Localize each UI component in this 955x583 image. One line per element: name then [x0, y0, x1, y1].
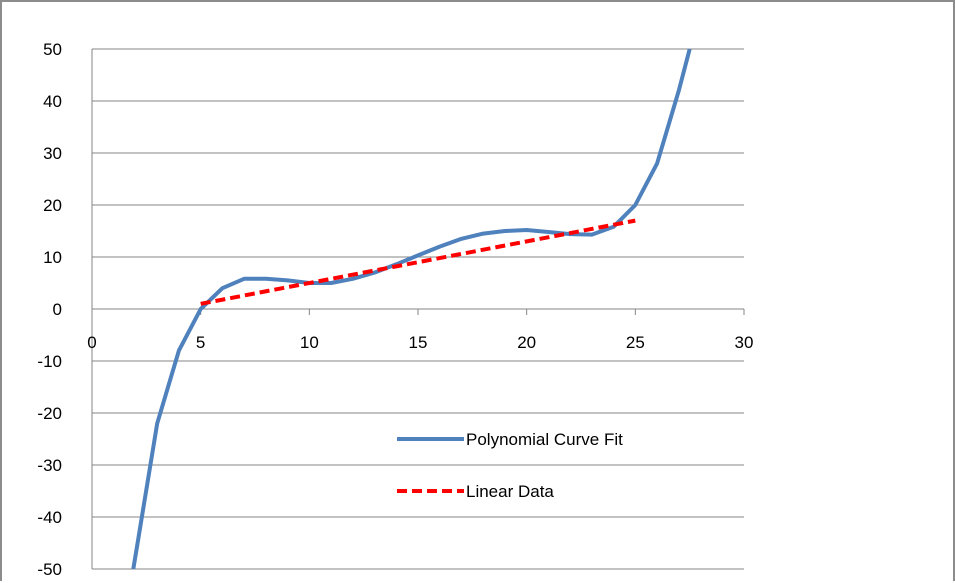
legend-label-polynomial: Polynomial Curve Fit [466, 430, 623, 449]
x-tick-label-15: 15 [409, 333, 428, 352]
y-tick-label-10: 10 [43, 248, 62, 267]
x-tick-label-20: 20 [517, 333, 536, 352]
series-line-linear-data [200, 218, 636, 306]
x-tick-label-30: 30 [735, 333, 754, 352]
legend-label-linear: Linear Data [466, 482, 554, 501]
legend-item-linear: Linear Data [397, 482, 554, 501]
y-tick-label--10: -10 [37, 352, 62, 371]
y-tick-label-20: 20 [43, 196, 62, 215]
y-tick-label-40: 40 [43, 92, 62, 111]
y-tick-label-30: 30 [43, 144, 62, 163]
y-tick-label--40: -40 [37, 508, 62, 527]
legend-item-polynomial: Polynomial Curve Fit [397, 430, 623, 449]
y-tick-label--30: -30 [37, 456, 62, 475]
x-tick-label-10: 10 [300, 333, 319, 352]
x-tick-label-5: 5 [196, 333, 205, 352]
series-line-polynomial-curve-fit [131, 48, 692, 570]
x-tick-label-0: 0 [87, 333, 96, 352]
y-tick-label--20: -20 [37, 404, 62, 423]
y-tick-label-50: 50 [43, 40, 62, 59]
legend: Polynomial Curve Fit Linear Data [397, 430, 623, 501]
series-lines [131, 48, 692, 570]
y-tick-label--50: -50 [37, 560, 62, 579]
y-tick-labels: 50 40 30 20 10 0 -10 -20 -30 -40 -50 [37, 40, 62, 579]
y-tick-label-0: 0 [53, 300, 62, 319]
x-tick-labels: 0 5 10 15 20 25 30 [87, 333, 753, 352]
x-tick-label-25: 25 [626, 333, 645, 352]
